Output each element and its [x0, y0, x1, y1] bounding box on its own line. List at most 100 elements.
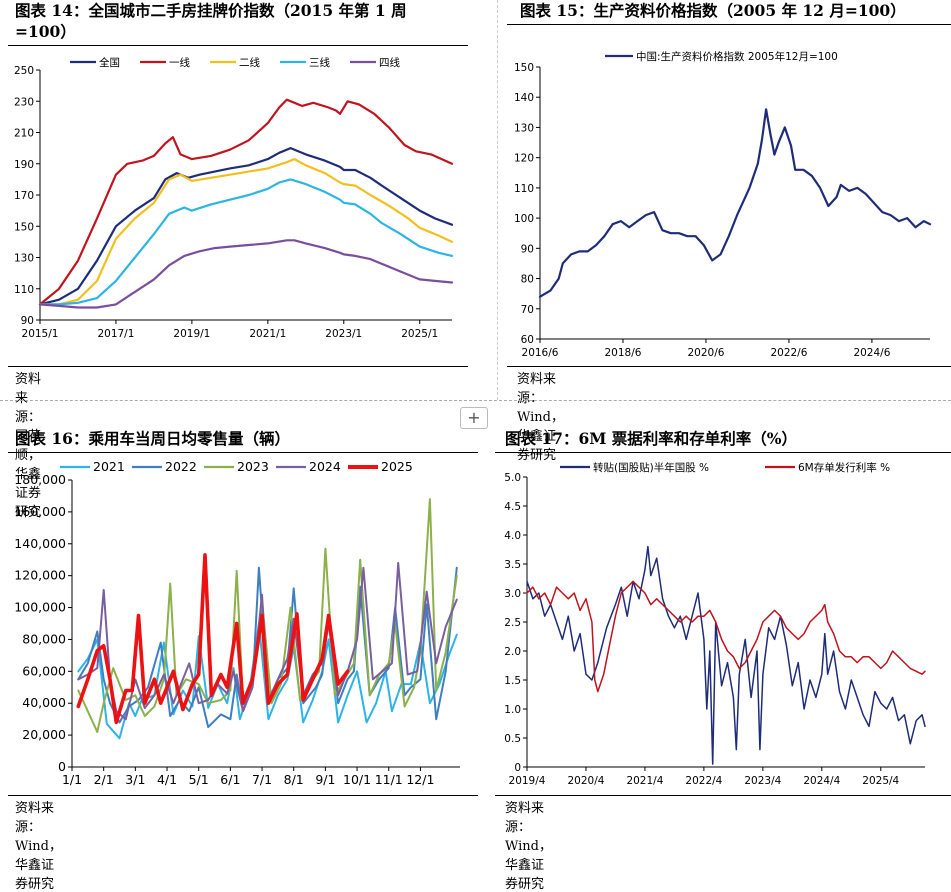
- series-line-4: [76, 553, 350, 725]
- series-line-2: [38, 158, 454, 306]
- y-tick-label: 20,000: [22, 727, 66, 742]
- y-tick-label: 150: [514, 62, 534, 74]
- y-tick-label: 3.5: [504, 559, 521, 571]
- chart-title: 图表 16：乘用车当周日均零售量（辆）: [15, 429, 290, 448]
- x-tick-label: 2020/6: [687, 347, 724, 359]
- panel-divider-horizontal: [0, 400, 951, 401]
- series-line-0: [538, 108, 932, 298]
- title-underline: [495, 452, 951, 453]
- legend-label: 转贴(国股贴)半年国股 %: [593, 461, 709, 474]
- chart-title: 图表 14：全国城市二手房挂牌价指数（2015 年第 1 周 =100）: [15, 1, 407, 41]
- source-line: [507, 366, 951, 367]
- x-tick-label: 2023/1: [325, 328, 362, 340]
- x-tick-label: 2017/1: [97, 328, 134, 340]
- car-retail-chart: 0 20,000 40,000 60,000 80,000 100,000 120,000 1…: [14, 459, 460, 787]
- legend-label: 6M存单发行利率 %: [798, 461, 890, 474]
- series-line-0: [526, 545, 926, 765]
- x-tick-label: 11/1: [375, 772, 403, 787]
- legend-label: 2024: [309, 459, 341, 474]
- y-tick-label: 250: [14, 65, 34, 77]
- y-tick-label: 110: [14, 284, 34, 296]
- x-tick-label: 2016/6: [522, 347, 559, 359]
- y-tick-label: 230: [14, 96, 34, 108]
- x-tick-label: 6/1: [220, 772, 240, 787]
- y-tick-label: 100,000: [14, 600, 66, 615]
- x-tick-label: 9/1: [315, 772, 335, 787]
- legend-label: 四线: [379, 56, 400, 69]
- y-tick-label: 120,000: [14, 568, 66, 583]
- y-tick-label: 110: [514, 183, 534, 195]
- bill-cd-rate-chart: 0 0.5 1.0 1.5 2.0 2.5 3.0 3.5 4.0 4.5 5.0 2019/4 202…: [504, 461, 926, 787]
- x-tick-label: 2021/1: [249, 328, 286, 340]
- x-tick-label: 2021/4: [626, 775, 663, 787]
- x-tick-label: 12/1: [406, 772, 434, 787]
- chart-title: 图表 17：6M 票据利率和存单利率（%）: [505, 429, 798, 448]
- legend-label: 中国:生产资料价格指数 2005年12月=100: [636, 50, 838, 63]
- legend-label: 三线: [309, 56, 330, 69]
- x-tick-label: 4/1: [157, 772, 177, 787]
- title-underline: [8, 452, 478, 453]
- y-tick-label: 80: [521, 274, 534, 286]
- series-line-3: [38, 178, 454, 306]
- x-tick-label: 2023/4: [744, 775, 781, 787]
- source-line: [8, 795, 478, 796]
- x-tick-label: 2020/4: [567, 775, 604, 787]
- y-tick-label: 3.0: [504, 588, 521, 600]
- x-tick-label: 2015/1: [22, 328, 59, 340]
- x-tick-label: 2024/6: [853, 347, 890, 359]
- x-tick-label: 2019/1: [173, 328, 210, 340]
- title-underline: [8, 45, 468, 46]
- expand-button[interactable]: +: [460, 407, 488, 429]
- y-tick-label: 40,000: [22, 695, 66, 710]
- source-note: 资料来源：Wind，华鑫证券研究: [517, 372, 564, 463]
- legend-label: 全国: [99, 56, 120, 69]
- x-tick-label: 5/1: [189, 772, 209, 787]
- y-tick-label: 180,000: [14, 472, 66, 487]
- y-tick-label: 0: [514, 762, 521, 774]
- x-tick-label: 2025/4: [862, 775, 899, 787]
- producer-price-chart: 60 70 80 90 100 110 120 130 140 150 2016/6 2018/6 20…: [514, 50, 932, 359]
- y-tick-label: 60,000: [22, 663, 66, 678]
- series-line-0: [38, 147, 454, 306]
- x-tick-label: 8/1: [284, 772, 304, 787]
- y-tick-label: 60: [521, 334, 534, 346]
- y-tick-label: 0.5: [504, 733, 521, 745]
- x-tick-label: 1/1: [62, 772, 82, 787]
- y-tick-label: 160,000: [14, 504, 66, 519]
- y-tick-label: 140,000: [14, 536, 66, 551]
- y-tick-label: 120: [514, 153, 534, 165]
- y-tick-label: 80,000: [22, 631, 66, 646]
- series-line-4: [38, 239, 454, 309]
- y-tick-label: 4.0: [504, 530, 521, 542]
- y-tick-label: 130: [514, 122, 534, 134]
- x-tick-label: 2019/4: [509, 775, 546, 787]
- y-tick-label: 2.0: [504, 646, 521, 658]
- y-tick-label: 140: [514, 92, 534, 104]
- y-tick-label: 70: [521, 304, 534, 316]
- chart-title: 图表 15：生产资料价格指数（2005 年 12 月=100）: [520, 1, 906, 20]
- x-tick-label: 2025/1: [401, 328, 438, 340]
- y-tick-label: 210: [14, 128, 34, 140]
- x-tick-label: 3/1: [125, 772, 145, 787]
- x-tick-label: 2024/4: [803, 775, 840, 787]
- y-tick-label: 130: [14, 253, 34, 265]
- y-tick-label: 2.5: [504, 617, 521, 629]
- y-tick-label: 4.5: [504, 501, 521, 513]
- source-note: 资料来源：Wind，华鑫证券研究: [15, 801, 62, 892]
- y-tick-label: 0: [58, 759, 66, 774]
- x-tick-label: 2022/6: [770, 347, 807, 359]
- x-tick-label: 10/1: [343, 772, 371, 787]
- y-tick-label: 150: [14, 221, 34, 233]
- legend-label: 2022: [165, 459, 197, 474]
- legend-label: 二线: [239, 56, 260, 69]
- y-tick-label: 190: [14, 159, 34, 171]
- y-tick-label: 1.0: [504, 704, 521, 716]
- source-line: [8, 366, 468, 367]
- legend-label: 2023: [237, 459, 269, 474]
- series-line-1: [526, 580, 926, 693]
- x-tick-label: 2022/4: [685, 775, 722, 787]
- x-tick-label: 2/1: [94, 772, 114, 787]
- housing-price-chart: 90 110 130 150 170 190 210 230 250 2015/1 2017/1 20…: [14, 56, 454, 340]
- panel-divider-vertical: [497, 0, 498, 400]
- x-tick-label: 7/1: [252, 772, 272, 787]
